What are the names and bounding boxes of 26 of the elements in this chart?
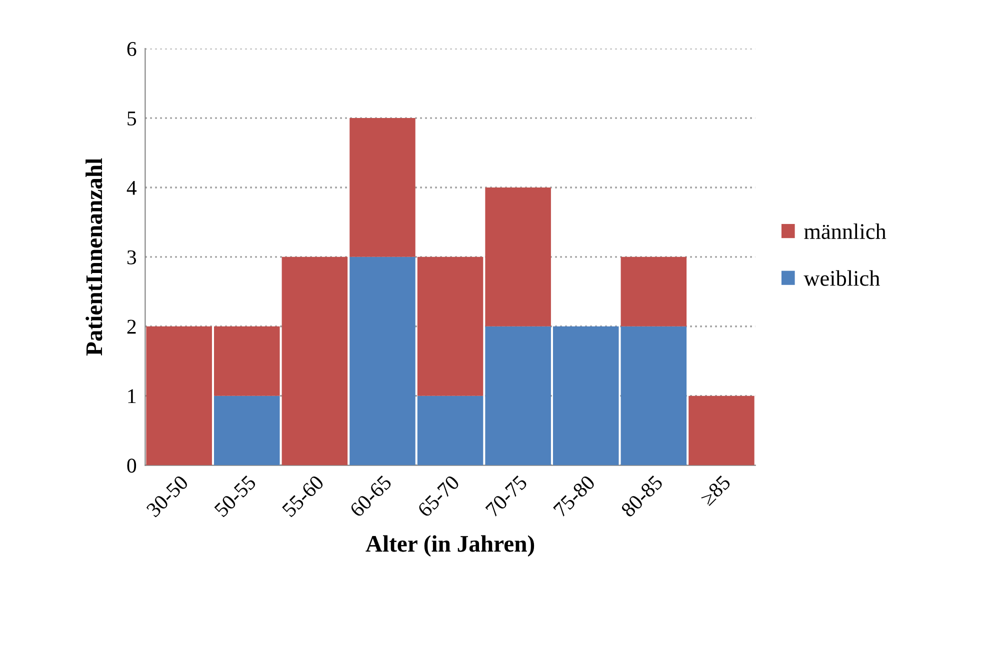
bar: [485, 326, 551, 466]
bar: [620, 326, 687, 466]
x-axis-title: Alter (in Jahren): [366, 535, 534, 557]
bar: [282, 256, 348, 466]
y-tick-label: 5: [128, 112, 136, 126]
legend-label: weiblich: [804, 270, 880, 286]
bar: [417, 256, 484, 396]
y-tick-label: 2: [127, 320, 136, 334]
bar: [350, 118, 416, 257]
bar: [350, 256, 416, 466]
y-tick-label: 0: [127, 458, 136, 473]
y-tick-label: 6: [127, 42, 136, 56]
bar: [417, 396, 484, 466]
y-axis-title: PatientInnenanzahl: [86, 158, 102, 356]
x-tick-label: ≥85: [700, 474, 732, 506]
y-tick-label: 3: [127, 250, 136, 264]
y-tick-label: 4: [126, 181, 137, 195]
y-tick-label: 1: [128, 389, 136, 404]
legend-label: männlich: [804, 223, 886, 240]
bar: [214, 396, 280, 466]
bar: [620, 256, 687, 326]
bar: [146, 326, 212, 466]
bar: [485, 187, 551, 326]
bar: [688, 396, 754, 466]
bar: [552, 326, 619, 466]
bar: [214, 326, 280, 396]
